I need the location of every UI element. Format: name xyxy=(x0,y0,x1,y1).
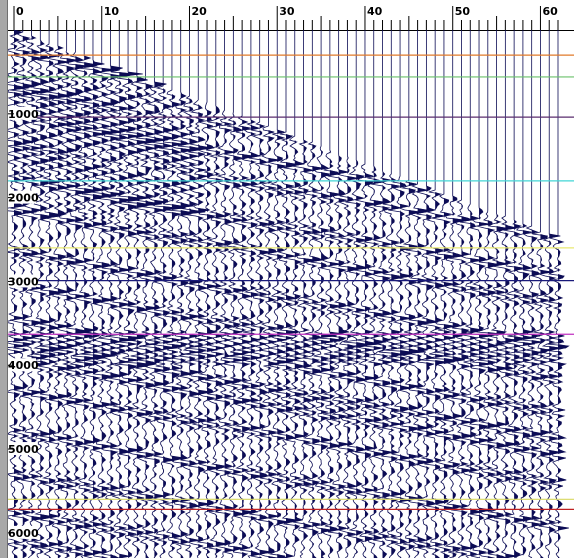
trace-fill xyxy=(198,30,213,558)
trace-wiggle xyxy=(421,30,448,558)
trace-wiggle xyxy=(225,30,255,558)
trace-wiggle xyxy=(267,30,300,558)
trace-fill xyxy=(329,30,345,558)
trace-wiggle xyxy=(291,30,316,558)
trace-wiggle xyxy=(442,30,466,558)
trace-wiggle xyxy=(132,30,162,558)
trace-fill xyxy=(233,30,245,558)
trace-wiggle xyxy=(360,30,387,558)
depth-axis: 1000 2000 3000 4000 5000 6000 xyxy=(8,106,39,540)
trace-wiggle xyxy=(93,30,124,558)
trace-wiggle xyxy=(302,30,325,558)
trace-fill xyxy=(163,30,178,558)
trace-fill xyxy=(461,30,474,558)
trace-wiggle xyxy=(248,30,272,558)
depth-label: 5000 xyxy=(8,443,39,456)
trace-wiggle xyxy=(520,30,545,558)
trace-fill xyxy=(189,30,206,558)
trace-wiggle xyxy=(236,30,262,558)
trace-axis: 0 10 20 30 40 50 60 xyxy=(13,5,559,30)
depth-label: 2000 xyxy=(8,192,39,205)
trace-wiggle xyxy=(352,30,382,558)
trace-wiggle xyxy=(326,30,350,558)
trace-wiggle xyxy=(136,30,168,558)
trace-wiggle xyxy=(308,30,337,558)
trace-label: 10 xyxy=(104,5,120,18)
trace-wiggle xyxy=(104,30,136,558)
trace-wiggle xyxy=(177,30,206,558)
depth-label-bg xyxy=(8,442,36,456)
trace-wiggle xyxy=(258,30,280,558)
trace-wiggle xyxy=(542,30,570,558)
trace-wiggle xyxy=(36,30,62,558)
trace-wiggle xyxy=(370,30,394,558)
trace-wiggle xyxy=(427,30,458,558)
depth-label: 4000 xyxy=(8,359,39,372)
trace-wiggle xyxy=(343,30,369,558)
trace-wiggle xyxy=(397,30,426,558)
trace-fill xyxy=(540,30,553,558)
trace-wiggle xyxy=(76,30,106,558)
trace-wiggle xyxy=(205,30,228,558)
trace-wiggle xyxy=(447,30,474,558)
depth-label-bg xyxy=(8,190,36,204)
trace-wiggle xyxy=(476,30,504,558)
trace-wiggle xyxy=(166,30,194,558)
trace-wiggle xyxy=(70,30,98,558)
depth-label-bg xyxy=(8,358,36,372)
trace-wiggle xyxy=(159,30,187,558)
trace-wiggle xyxy=(222,30,245,558)
trace-label: 30 xyxy=(279,5,295,18)
trace-fill xyxy=(207,30,219,558)
trace-fill xyxy=(382,30,392,558)
trace-ruler: 0 10 20 30 40 50 60 xyxy=(8,0,574,31)
trace-wiggle xyxy=(484,30,509,558)
trace-wiggle xyxy=(62,30,92,558)
trace-wiggle xyxy=(538,30,562,558)
trace-wiggle xyxy=(506,30,535,558)
trace-wiggle xyxy=(462,30,493,558)
trace-wiggle xyxy=(383,30,414,558)
trace-label: 20 xyxy=(191,5,207,18)
seismic-section[interactable]: 1000 2000 3000 4000 5000 6000 xyxy=(8,30,574,558)
trace-label: 40 xyxy=(367,5,383,18)
trace-wiggle xyxy=(316,30,345,558)
trace-wiggle xyxy=(281,30,306,558)
trace-wiggle xyxy=(87,30,118,558)
trace-label: 60 xyxy=(542,5,558,18)
trace-fill xyxy=(435,30,448,558)
horizon-lines xyxy=(8,54,574,510)
trace-fill xyxy=(373,30,387,558)
trace-label: 0 xyxy=(16,5,24,18)
trace-wiggle xyxy=(213,30,238,558)
trace-wiggle xyxy=(497,30,527,558)
trace-wiggle xyxy=(267,30,294,558)
depth-label-bg xyxy=(8,274,36,288)
trace-wiggle xyxy=(148,30,178,558)
left-ruler[interactable] xyxy=(0,0,8,558)
trace-wiggle xyxy=(415,30,439,558)
trace-fill xyxy=(426,30,439,558)
trace-fill xyxy=(31,30,46,558)
trace-fill xyxy=(145,30,162,558)
wiggle-traces xyxy=(8,30,570,558)
depth-label-bg xyxy=(8,106,36,120)
trace-wiggle xyxy=(121,30,151,558)
depth-label-bg xyxy=(8,525,36,539)
trace-wiggle xyxy=(405,30,430,558)
trace-wiggle xyxy=(378,30,402,558)
trace-wiggle xyxy=(335,30,359,558)
trace-wiggle xyxy=(457,30,484,558)
depth-label: 3000 xyxy=(8,275,39,288)
trace-wiggle xyxy=(180,30,213,558)
trace-wiggle xyxy=(114,30,146,558)
trace-wiggle xyxy=(529,30,553,558)
depth-label: 1000 xyxy=(8,108,39,121)
depth-label: 6000 xyxy=(8,527,39,540)
trace-wiggle xyxy=(52,30,79,558)
trace-wiggle xyxy=(491,30,517,558)
trace-label: 50 xyxy=(455,5,471,18)
